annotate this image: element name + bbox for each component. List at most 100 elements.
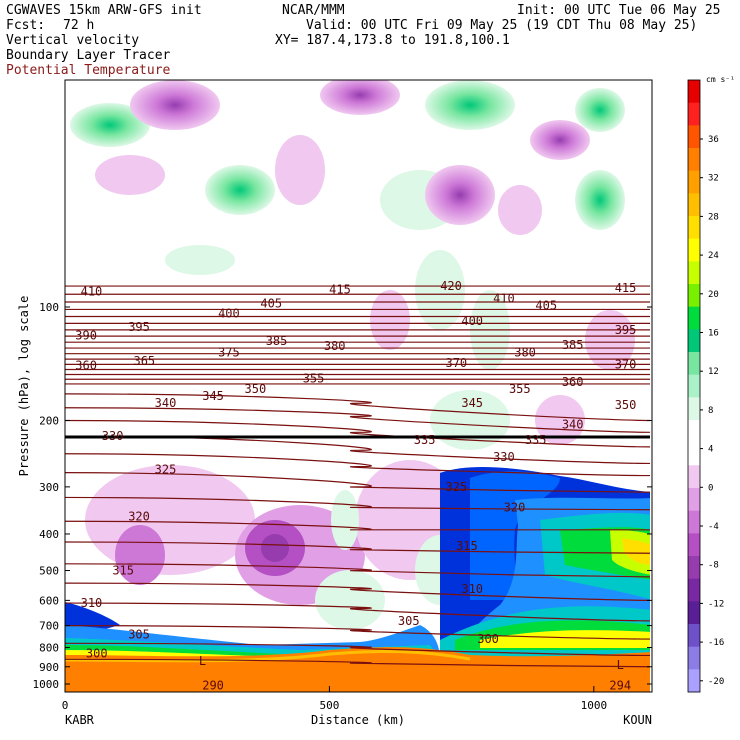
colorbar-tick-label: 0 bbox=[708, 483, 713, 493]
theta-contour-label: 355 bbox=[303, 372, 325, 386]
colorbar-swatch bbox=[688, 306, 700, 330]
colorbar-swatch bbox=[688, 261, 700, 285]
y-tick-label: 600 bbox=[39, 594, 59, 607]
theta-contour-label: 360 bbox=[562, 375, 584, 389]
updraft-region bbox=[331, 490, 359, 550]
colorbar-swatch bbox=[688, 556, 700, 580]
theta-contour bbox=[65, 642, 650, 657]
forecast-hour: 72 h bbox=[63, 18, 95, 33]
updraft-blob bbox=[430, 390, 510, 450]
colorbar-swatch bbox=[688, 601, 700, 625]
theta-contour bbox=[65, 393, 650, 422]
low-marker: L bbox=[617, 658, 624, 672]
theta-contour-label: 410 bbox=[493, 292, 515, 306]
updraft-blob bbox=[425, 80, 515, 130]
colorbar-frame bbox=[687, 79, 701, 693]
colorbar-swatch bbox=[688, 669, 700, 693]
colorbar-tick-label: -16 bbox=[708, 638, 724, 648]
y-tick-label: 200 bbox=[39, 414, 59, 427]
theta-contour bbox=[65, 407, 650, 433]
y-tick-label: 100 bbox=[39, 301, 59, 314]
theta-contour bbox=[65, 520, 650, 531]
downdraft-region bbox=[85, 465, 255, 575]
theta-contour-label: 340 bbox=[562, 418, 584, 432]
low-marker: L bbox=[199, 654, 206, 668]
theta-contour-label: 320 bbox=[504, 500, 526, 514]
theta-contour-label: 410 bbox=[81, 285, 103, 299]
theta-contour bbox=[65, 419, 650, 448]
colorbar-swatch bbox=[688, 80, 700, 104]
theta-contour-label: 400 bbox=[461, 314, 483, 328]
x-axis-label: Distance (km) bbox=[311, 713, 405, 727]
colorbar-tick-label: 28 bbox=[708, 212, 719, 222]
updraft-blob bbox=[205, 165, 275, 215]
theta-contour bbox=[65, 496, 650, 511]
downdraft-core bbox=[261, 534, 289, 562]
theta-contour-label: 355 bbox=[509, 382, 531, 396]
downdraft-blob bbox=[320, 80, 400, 115]
boundary-layer-tracer-field bbox=[65, 467, 650, 692]
theta-contour-label: 335 bbox=[414, 433, 436, 447]
theta-contour-label: 305 bbox=[128, 628, 150, 642]
theta-contour-label: 380 bbox=[324, 339, 346, 353]
x-axis: 0 500 1000 bbox=[62, 686, 607, 712]
theta-contour-label: 370 bbox=[615, 357, 637, 371]
updraft-blob bbox=[575, 88, 625, 132]
colorbar-swatch bbox=[688, 578, 700, 602]
theta-contour-label: 294 bbox=[609, 679, 631, 693]
theta-contour-label: 330 bbox=[493, 450, 515, 464]
theta-contour bbox=[65, 453, 650, 477]
theta-contour-label: 385 bbox=[562, 338, 584, 352]
theta-contour-label: 310 bbox=[461, 582, 483, 596]
plot-frame bbox=[64, 79, 653, 693]
theta-contour-label: 300 bbox=[86, 647, 108, 661]
theta-contour-label: 405 bbox=[535, 298, 557, 312]
theta-contour-label: 345 bbox=[461, 396, 483, 410]
theta-contour-label: 345 bbox=[202, 389, 224, 403]
field-vertical-velocity: Vertical velocity bbox=[6, 33, 140, 48]
field-potential-temperature: Potential Temperature bbox=[6, 63, 171, 78]
colorbar-swatch bbox=[688, 170, 700, 194]
colorbar-swatch bbox=[688, 238, 700, 262]
tracer-surface-layer bbox=[65, 647, 650, 692]
theta-contour-label: 370 bbox=[445, 356, 467, 370]
colorbar-swatch bbox=[688, 102, 700, 126]
y-tick-label: 300 bbox=[39, 481, 59, 494]
colorbar-swatch bbox=[688, 397, 700, 421]
cross-section-endpoints: XY= 187.4,173.8 to 191.8,100.1 bbox=[275, 33, 510, 48]
right-station-label: KOUN bbox=[623, 713, 652, 727]
theta-contour-label: 325 bbox=[445, 480, 467, 494]
colorbar-swatch bbox=[688, 284, 700, 308]
theta-contour-label: 350 bbox=[245, 382, 267, 396]
downdraft-blob bbox=[498, 185, 542, 235]
colorbar-tick-label: -4 bbox=[708, 522, 719, 532]
field-boundary-layer-tracer: Boundary Layer Tracer bbox=[6, 48, 171, 63]
x-tick-label: 0 bbox=[62, 699, 69, 712]
colorbar-swatch bbox=[688, 148, 700, 172]
plot-area: 410 415 420 415 405 410 405 400 400 395 395 390 385 3… bbox=[65, 80, 650, 693]
theta-contour-label: 375 bbox=[218, 345, 240, 359]
theta-contour-label: 330 bbox=[102, 429, 124, 443]
theta-contour-label: 310 bbox=[81, 596, 103, 610]
colorbar-tick-label: 8 bbox=[708, 406, 713, 416]
y-tick-label: 800 bbox=[39, 641, 59, 654]
theta-contour-label: 390 bbox=[75, 328, 97, 342]
colorbar-tick-label: 20 bbox=[708, 290, 719, 300]
forecast-label: Fcst: bbox=[6, 18, 46, 33]
colorbar-tick-label: 12 bbox=[708, 367, 719, 377]
downdraft-blob bbox=[585, 310, 635, 370]
colorbar-swatch bbox=[688, 420, 700, 444]
y-tick-label: 900 bbox=[39, 661, 59, 674]
x-tick-label: 500 bbox=[319, 699, 339, 712]
theta-contour bbox=[65, 472, 650, 493]
y-tick-label: 400 bbox=[39, 528, 59, 541]
downdraft-core bbox=[115, 525, 165, 585]
colorbar: 36 32 28 24 20 16 12 8 4 0 -4 -8 -12 -16 -20 bbox=[687, 79, 724, 693]
updraft-blob bbox=[575, 170, 625, 230]
colorbar-swatch bbox=[688, 646, 700, 670]
y-tick-label: 1000 bbox=[33, 678, 60, 691]
colorbar-swatch bbox=[688, 488, 700, 512]
colorbar-swatch bbox=[688, 624, 700, 648]
